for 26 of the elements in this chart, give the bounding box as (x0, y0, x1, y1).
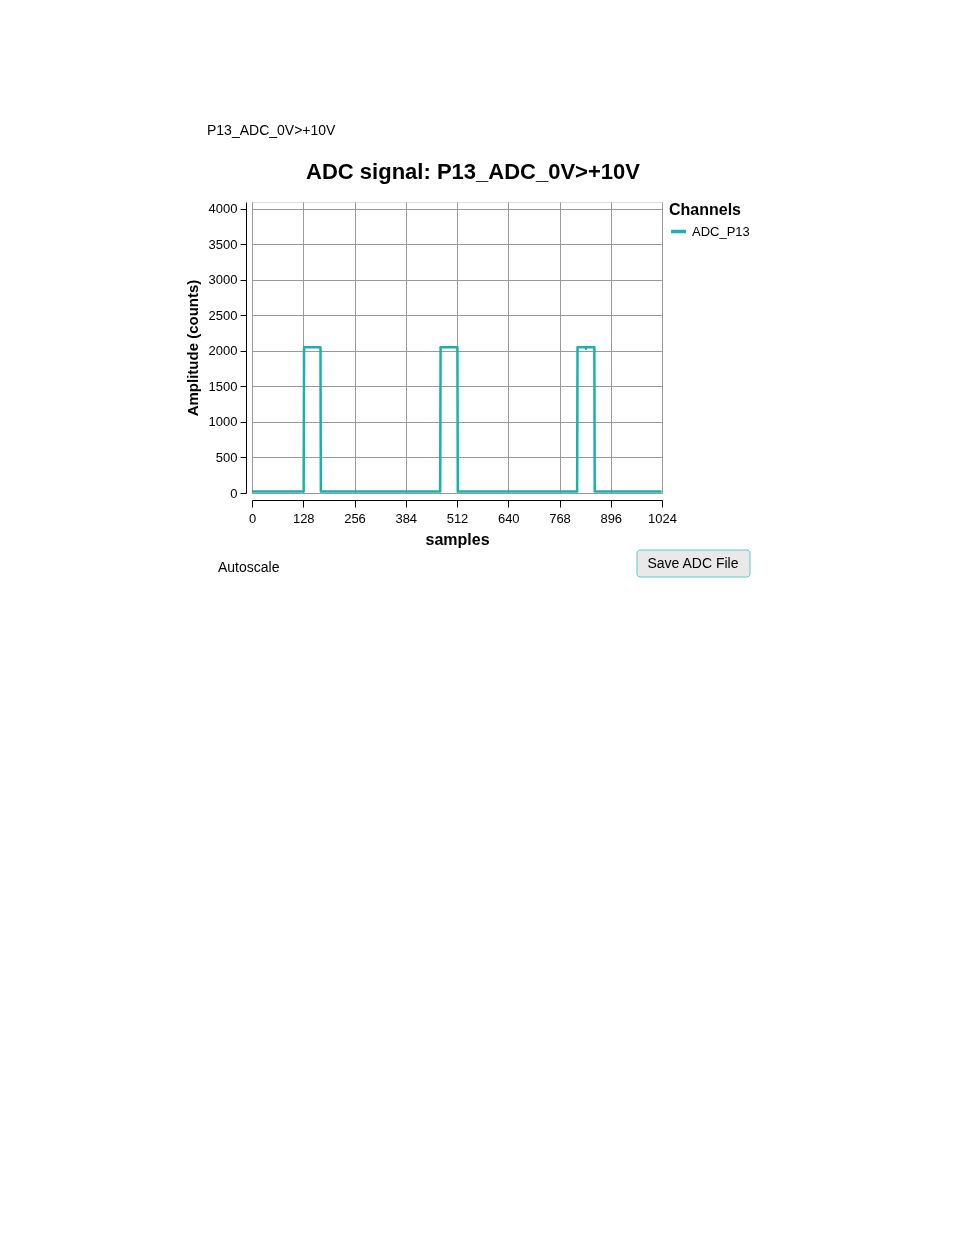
y-tick-label: 1000 (208, 414, 238, 430)
y-tick-label: 4000 (208, 201, 238, 217)
y-tick-label: 1500 (208, 378, 238, 394)
x-tick-label: 0 (248, 510, 257, 526)
y-tick-label: 3500 (208, 236, 238, 252)
text: Autoscale (218, 559, 280, 575)
x-tick-label: 768 (549, 510, 571, 526)
y-tick-label: 500 (215, 449, 238, 465)
text: Save ADC File (647, 555, 739, 571)
y-tick-label: 2000 (208, 343, 238, 359)
x-tick-label: 896 (600, 510, 623, 526)
y-tick-label: 2500 (208, 307, 238, 323)
y-axis-title: Amplitude (counts) (183, 279, 201, 417)
text: P13_ADC_0V>+10V (207, 122, 337, 138)
x-axis-title: samples (425, 530, 490, 548)
x-tick-label: 512 (446, 510, 469, 526)
y-tick-label: 0 (230, 485, 238, 501)
x-tick-label: 128 (292, 510, 315, 526)
y-tick-label: 3000 (208, 272, 238, 288)
x-tick-label: 384 (395, 510, 418, 526)
legend-label: ADC_P13 (692, 223, 750, 239)
x-tick-label: 256 (344, 510, 366, 526)
chart-title: ADC signal: P13_ADC_0V>+10V (306, 159, 641, 184)
x-tick-label: 640 (497, 510, 520, 526)
legend-title: Channels (669, 201, 742, 218)
x-tick-label: 1024 (648, 510, 677, 526)
